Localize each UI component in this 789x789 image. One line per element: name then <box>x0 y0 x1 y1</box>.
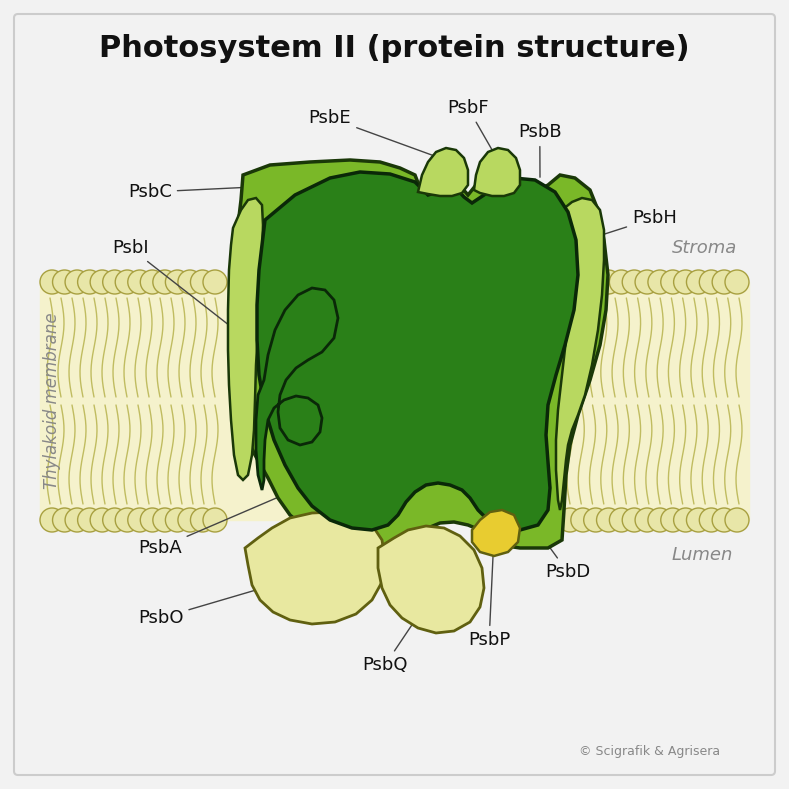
Polygon shape <box>257 172 578 530</box>
Circle shape <box>674 270 697 294</box>
Circle shape <box>40 508 64 532</box>
Circle shape <box>65 270 89 294</box>
Circle shape <box>53 270 77 294</box>
Circle shape <box>712 270 736 294</box>
Circle shape <box>140 270 164 294</box>
Text: PsbI: PsbI <box>112 239 246 338</box>
Circle shape <box>103 508 127 532</box>
Circle shape <box>660 270 685 294</box>
Circle shape <box>77 270 102 294</box>
Circle shape <box>686 270 710 294</box>
Circle shape <box>65 508 89 532</box>
Circle shape <box>77 508 102 532</box>
Circle shape <box>40 270 64 294</box>
Polygon shape <box>378 526 484 633</box>
Text: PsbC: PsbC <box>128 183 292 201</box>
Polygon shape <box>472 510 520 556</box>
Text: PsbP: PsbP <box>468 538 510 649</box>
Polygon shape <box>230 160 608 548</box>
Text: PsbA: PsbA <box>138 491 293 557</box>
Text: PsbF: PsbF <box>447 99 494 152</box>
Circle shape <box>153 508 177 532</box>
Text: PsbB: PsbB <box>518 123 562 178</box>
Text: PsbQ: PsbQ <box>362 600 428 674</box>
Polygon shape <box>228 198 263 480</box>
Circle shape <box>609 270 634 294</box>
Text: Photosystem II (protein structure): Photosystem II (protein structure) <box>99 33 690 62</box>
Circle shape <box>203 508 227 532</box>
Polygon shape <box>474 148 520 196</box>
Circle shape <box>660 508 685 532</box>
Circle shape <box>190 270 215 294</box>
Circle shape <box>648 270 672 294</box>
Circle shape <box>128 270 151 294</box>
Text: PsbE: PsbE <box>308 109 437 157</box>
Circle shape <box>596 508 620 532</box>
Circle shape <box>674 508 697 532</box>
Text: PsbD: PsbD <box>510 492 590 581</box>
Circle shape <box>90 508 114 532</box>
Circle shape <box>90 270 114 294</box>
Circle shape <box>115 508 139 532</box>
Polygon shape <box>556 198 604 510</box>
Circle shape <box>725 270 749 294</box>
Circle shape <box>558 508 582 532</box>
Circle shape <box>635 270 659 294</box>
Circle shape <box>571 270 595 294</box>
Circle shape <box>190 508 215 532</box>
Circle shape <box>128 508 151 532</box>
Circle shape <box>166 508 189 532</box>
Text: Thylakoid membrane: Thylakoid membrane <box>43 312 61 489</box>
Polygon shape <box>418 148 468 196</box>
Circle shape <box>699 270 724 294</box>
Text: Lumen: Lumen <box>672 546 733 564</box>
Circle shape <box>140 508 164 532</box>
Circle shape <box>584 508 608 532</box>
Polygon shape <box>245 512 385 624</box>
Circle shape <box>571 508 595 532</box>
Circle shape <box>699 508 724 532</box>
Text: PsbH: PsbH <box>589 209 677 239</box>
Circle shape <box>166 270 189 294</box>
FancyBboxPatch shape <box>14 14 775 775</box>
Circle shape <box>712 508 736 532</box>
Circle shape <box>635 508 659 532</box>
Circle shape <box>596 270 620 294</box>
Circle shape <box>178 270 202 294</box>
Circle shape <box>686 508 710 532</box>
Text: PsbO: PsbO <box>138 581 287 627</box>
Circle shape <box>584 270 608 294</box>
Circle shape <box>609 508 634 532</box>
Circle shape <box>203 270 227 294</box>
Circle shape <box>53 508 77 532</box>
Circle shape <box>153 270 177 294</box>
Circle shape <box>623 270 646 294</box>
Circle shape <box>725 508 749 532</box>
Circle shape <box>103 270 127 294</box>
Circle shape <box>648 508 672 532</box>
Polygon shape <box>256 288 338 490</box>
Circle shape <box>623 508 646 532</box>
Text: Stroma: Stroma <box>672 239 737 257</box>
Circle shape <box>178 508 202 532</box>
Circle shape <box>558 270 582 294</box>
Circle shape <box>115 270 139 294</box>
Text: © Scigrafik & Agrisera: © Scigrafik & Agrisera <box>579 746 720 758</box>
